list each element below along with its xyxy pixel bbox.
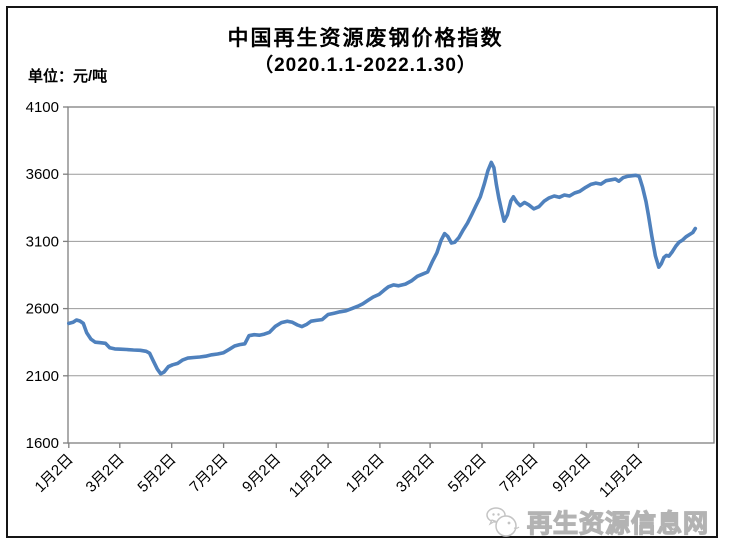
price-index-line [67, 160, 698, 376]
y-tick-label: 2100 [26, 368, 59, 385]
chart-subtitle: （2020.1.1-2022.1.30） [254, 55, 477, 76]
y-tick-label: 3100 [26, 233, 59, 250]
x-tick-label: 1月2日 [343, 451, 388, 496]
y-tick-label: 2600 [26, 301, 59, 318]
x-tick-label: 7月2日 [497, 451, 542, 496]
watermark: 再生资源信息网 [484, 504, 709, 540]
watermark-text: 再生资源信息网 [526, 509, 709, 538]
y-tick-label: 1600 [26, 435, 59, 452]
x-tick-label: 7月2日 [186, 451, 231, 496]
x-tick-label: 3月2日 [393, 451, 438, 496]
x-tick-label: 3月2日 [83, 451, 128, 496]
chart-title: 中国再生资源废钢价格指数 [227, 27, 504, 50]
unit-label: 单位：元/吨 [28, 68, 108, 85]
chart-border-frame [6, 6, 718, 538]
x-tick-label: 11月2日 [286, 451, 336, 501]
y-tick-label: 4100 [26, 99, 59, 116]
x-tick-label: 1月2日 [32, 451, 77, 496]
x-tick-label: 5月2日 [134, 451, 179, 496]
x-tick-label: 9月2日 [549, 451, 594, 496]
x-tick-label: 9月2日 [239, 451, 284, 496]
watermark-logo-icon [486, 507, 520, 537]
x-tick-label: 11月2日 [596, 451, 646, 501]
y-tick-label: 3600 [26, 166, 59, 183]
x-tick-label: 5月2日 [445, 451, 490, 496]
plot-area-border [67, 106, 715, 444]
